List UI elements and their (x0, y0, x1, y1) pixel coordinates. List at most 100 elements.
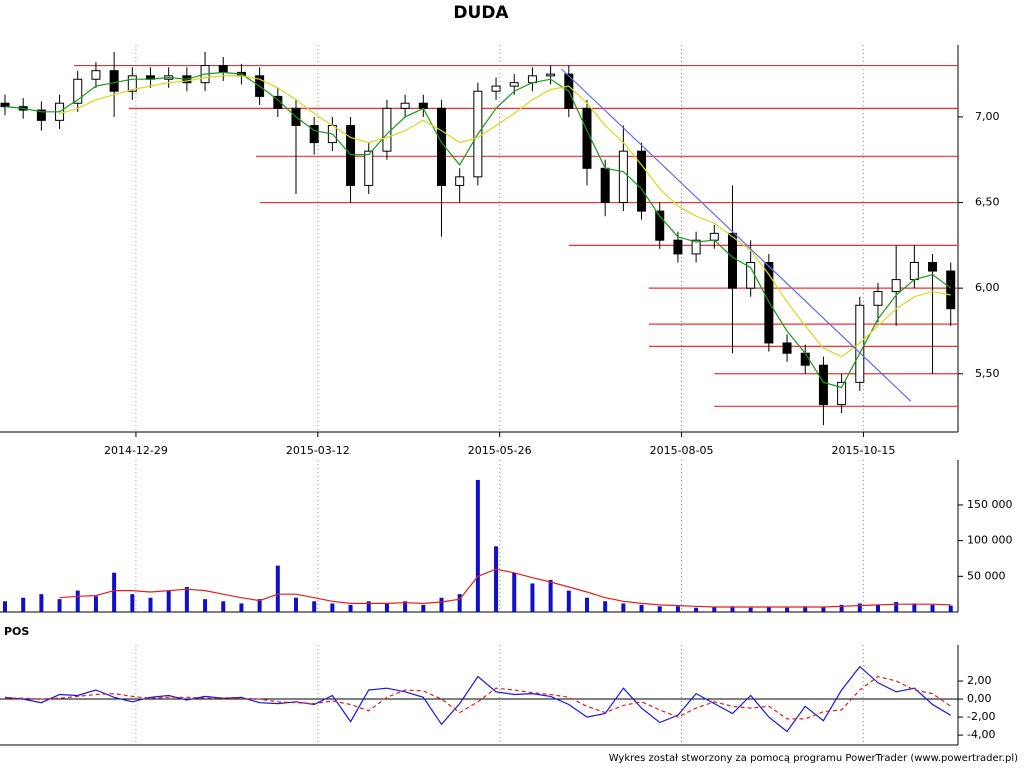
candle-body (546, 73, 556, 77)
volume-bar (403, 601, 408, 612)
candle-body (218, 65, 228, 73)
volume-bar (748, 607, 753, 612)
volume-average (59, 568, 951, 608)
volume-bar (857, 603, 862, 612)
candle-body (637, 150, 647, 212)
volume-bar (512, 572, 517, 612)
candle-body (909, 261, 919, 281)
candle-body (109, 70, 119, 92)
volume-bar (203, 599, 208, 612)
candle-body (855, 304, 865, 383)
volume-bar (548, 579, 553, 612)
candle-body (73, 78, 83, 104)
y-tick-label: -2,00 (967, 710, 995, 723)
candle-body (618, 150, 628, 204)
candle-body (946, 270, 956, 310)
volume-bar (657, 606, 662, 612)
footer: Wykres został stworzony za pomocą progra… (609, 753, 1018, 764)
candle-body (346, 124, 356, 186)
volume-bar (93, 596, 98, 612)
candle-body (382, 107, 392, 152)
volume-bar (275, 565, 280, 612)
x-tick-label: 2015-10-15 (831, 444, 895, 457)
volume-bar (384, 603, 389, 612)
candle-body (800, 352, 810, 366)
y-tick-label: 50 000 (967, 569, 1006, 582)
candle-body (600, 167, 610, 204)
volume-bar (785, 607, 790, 612)
candle-body (364, 150, 374, 186)
volume-bar (766, 607, 771, 612)
candle-body (709, 232, 719, 241)
moving-average (59, 75, 951, 358)
volume-bar (130, 594, 135, 612)
volume-bar (621, 603, 626, 612)
candle-body (127, 75, 137, 92)
volume-bar (439, 597, 444, 612)
x-tick-label: 2015-03-12 (286, 444, 350, 457)
volume-bar (839, 604, 844, 612)
volume-bar (312, 601, 317, 612)
volume-bar (566, 590, 571, 612)
volume-bar (57, 599, 62, 612)
moving-average (4, 71, 952, 389)
candle-body (837, 381, 847, 406)
volume-bar (330, 603, 335, 612)
candle-body (782, 342, 792, 354)
volume-bar (603, 601, 608, 612)
volume-bar (221, 601, 226, 612)
volume-bar (293, 597, 298, 612)
volume-bar (948, 605, 953, 612)
volume-bar (39, 594, 44, 612)
volume-bar (803, 606, 808, 612)
candle-body (455, 176, 465, 186)
candle-body (928, 261, 938, 272)
candle-body (582, 107, 592, 169)
volume-bar (530, 583, 535, 612)
volume-bar (712, 607, 717, 612)
volume-bar (730, 606, 735, 612)
candle-body (818, 364, 828, 406)
x-tick-label: 2014-12-29 (104, 444, 168, 457)
candle-body (36, 109, 46, 121)
candle-body (418, 102, 428, 109)
oscillator-line (5, 675, 952, 720)
volume-bar (584, 597, 589, 612)
volume-bar (930, 604, 935, 612)
volume-bar (239, 603, 244, 612)
volume-bar (675, 606, 680, 612)
volume-bar (75, 590, 80, 612)
candle-body (400, 102, 410, 109)
volume-bar (694, 607, 699, 612)
candle-body (673, 239, 683, 255)
oscillator-line (4, 665, 952, 733)
y-tick-label: 5,50 (975, 367, 1000, 380)
x-tick-label: 2015-08-05 (650, 444, 714, 457)
volume-bar (257, 599, 262, 612)
volume-bar (3, 601, 7, 612)
volume-bar (148, 597, 153, 612)
trend-line (561, 68, 912, 402)
candle-body (309, 124, 319, 144)
volume-bar (166, 590, 171, 612)
y-tick-label: 2,00 (967, 674, 992, 687)
volume-bar (21, 597, 26, 612)
volume-bar (366, 601, 371, 612)
x-tick-label: 2015-05-26 (468, 444, 532, 457)
y-tick-label: 0,00 (967, 692, 992, 705)
volume-bar (348, 604, 353, 612)
y-tick-label: 150 000 (967, 498, 1013, 511)
volume-bar (875, 604, 880, 612)
candle-body (273, 95, 283, 109)
volume-bar (457, 594, 462, 612)
candle-body (491, 85, 501, 92)
candle-body (727, 232, 737, 289)
volume-bar (421, 604, 426, 612)
chart-title: DUDA (453, 3, 509, 23)
volume-bar (494, 546, 499, 612)
volume-bar (821, 607, 826, 612)
candle-body (655, 210, 665, 241)
y-tick-label: 100 000 (967, 534, 1013, 547)
candle-body (891, 279, 901, 293)
